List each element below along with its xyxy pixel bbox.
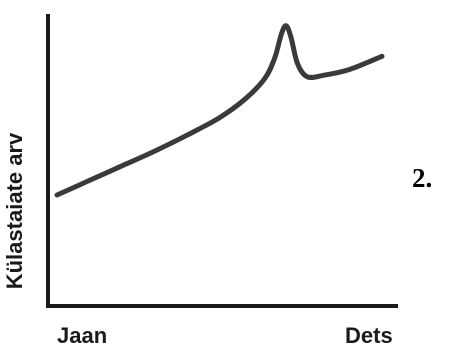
visitor-count-line xyxy=(54,23,385,198)
figure-number-badge: 2. xyxy=(412,163,432,193)
y-axis-label: Külastaiate arv xyxy=(2,132,27,289)
x-tick-label-jaan: Jaan xyxy=(57,323,107,348)
x-tick-label-dets: Dets xyxy=(345,323,393,348)
